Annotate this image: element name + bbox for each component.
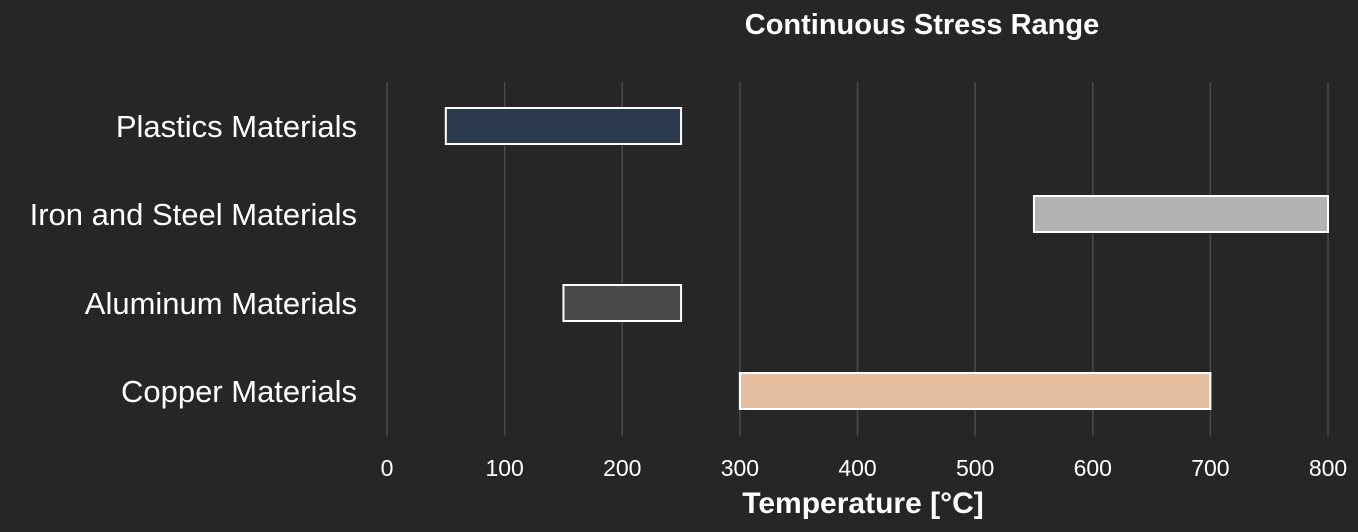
category-label-2: Aluminum Materials <box>85 286 357 321</box>
x-tick-label-0: 0 <box>381 455 394 481</box>
x-tick-label-300: 300 <box>721 455 759 481</box>
bars <box>444 107 1329 410</box>
category-label-0: Plastics Materials <box>116 109 357 144</box>
x-tick-label-600: 600 <box>1074 455 1112 481</box>
x-tick-label-100: 100 <box>485 455 523 481</box>
range-bar-0 <box>444 107 683 145</box>
range-bar-2 <box>562 284 683 322</box>
range-bar-1 <box>1032 195 1329 233</box>
x-axis-label: Temperature [°C] <box>742 487 983 520</box>
x-tick-label-200: 200 <box>603 455 641 481</box>
x-tick-label-800: 800 <box>1309 455 1347 481</box>
category-label-1: Iron and Steel Materials <box>30 197 357 232</box>
x-tick-labels: 0 100 200 300 400 500 600 700 800 <box>381 455 1348 481</box>
x-tick-label-500: 500 <box>956 455 994 481</box>
category-labels: Plastics Materials Iron and Steel Materia… <box>30 109 357 409</box>
x-tick-label-400: 400 <box>838 455 876 481</box>
x-tick-label-700: 700 <box>1191 455 1229 481</box>
category-label-3: Copper Materials <box>121 374 357 409</box>
range-bar-3 <box>738 372 1212 410</box>
chart-title: Continuous Stress Range <box>745 9 1100 41</box>
